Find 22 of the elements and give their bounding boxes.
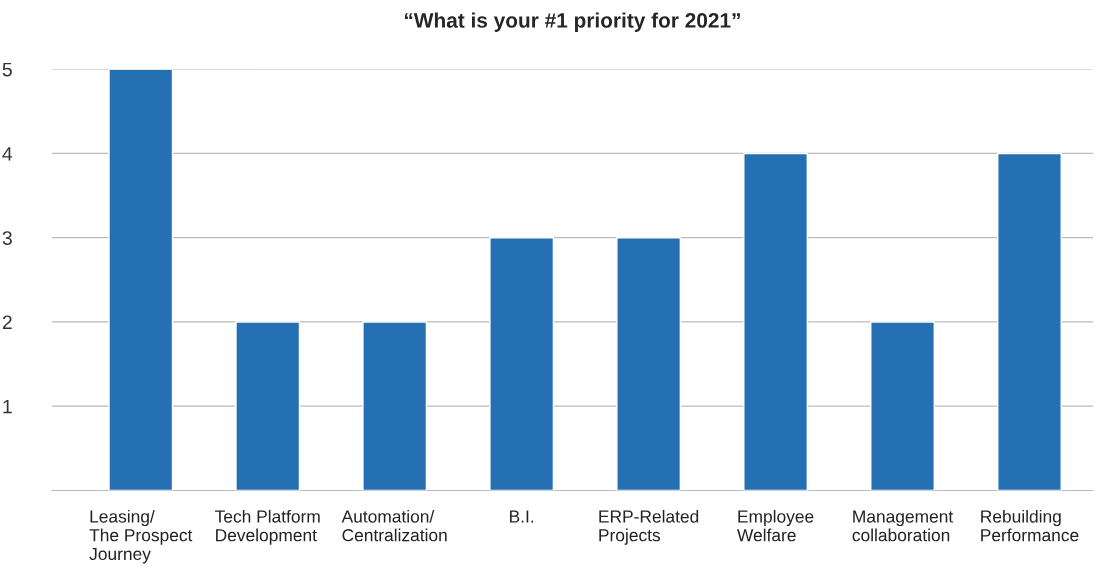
y-tick-label: 4 [2, 147, 13, 161]
x-tick-label: B.I. [510, 510, 534, 523]
y-tick-label: 5 [2, 62, 12, 77]
bar [616, 237, 682, 491]
x-tick-label: Employee Welfare [737, 509, 814, 542]
x-tick-label: Leasing/ The Prospect Journey [89, 509, 193, 564]
y-tick-label: 1 [3, 399, 12, 414]
chart-title: “What is your #1 priority for 2021” [404, 12, 740, 32]
bar [743, 152, 808, 491]
bar [997, 152, 1062, 491]
y-tick-label: 3 [2, 231, 12, 245]
x-tick-label: Management collaboration [852, 510, 954, 542]
y-tick-label: 2 [2, 315, 12, 330]
bar [870, 321, 935, 491]
x-tick-label: Automation/ Centralization [341, 509, 447, 542]
bar [235, 321, 301, 491]
bar [108, 69, 174, 491]
bar [362, 321, 428, 491]
x-tick-label: ERP-Related Projects [599, 509, 699, 545]
bar [489, 237, 555, 491]
x-tick-label: Tech Platform Development [215, 509, 320, 545]
x-tick-label: Rebuilding Performance [981, 509, 1079, 542]
